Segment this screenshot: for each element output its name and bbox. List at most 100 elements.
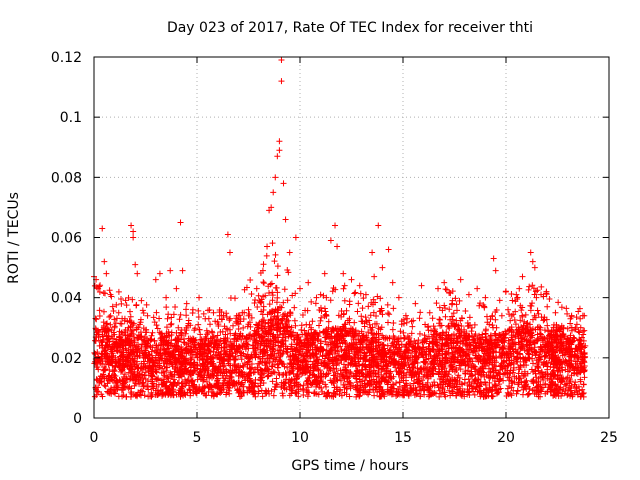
roti-point bbox=[107, 321, 114, 328]
roti-point bbox=[367, 312, 374, 319]
roti-point bbox=[107, 312, 114, 319]
roti-point bbox=[331, 368, 338, 375]
roti-point bbox=[99, 331, 106, 338]
roti-point bbox=[153, 309, 160, 316]
roti-point bbox=[436, 304, 443, 311]
roti-point bbox=[240, 363, 247, 370]
roti-point bbox=[264, 373, 271, 380]
roti-point bbox=[262, 387, 269, 394]
roti-point bbox=[476, 302, 483, 309]
roti-point bbox=[274, 263, 281, 270]
roti-point bbox=[266, 301, 273, 308]
roti-point bbox=[573, 314, 580, 321]
roti-point bbox=[389, 326, 396, 333]
roti-point bbox=[131, 382, 138, 389]
roti-point bbox=[156, 315, 163, 322]
roti-point bbox=[356, 393, 363, 400]
roti-point bbox=[416, 315, 423, 322]
roti-point bbox=[247, 276, 254, 283]
roti-point bbox=[442, 393, 449, 400]
roti-point bbox=[449, 313, 456, 320]
roti-point bbox=[486, 321, 493, 328]
roti-point bbox=[373, 313, 380, 320]
roti-point bbox=[514, 294, 521, 301]
roti-point bbox=[528, 366, 535, 373]
roti-point bbox=[365, 303, 372, 310]
roti-point bbox=[137, 316, 144, 323]
roti-point bbox=[295, 393, 302, 400]
roti-point bbox=[327, 366, 334, 373]
roti-point bbox=[129, 296, 136, 303]
roti-point bbox=[248, 314, 255, 321]
roti-point bbox=[274, 289, 281, 296]
roti-point bbox=[541, 327, 548, 334]
roti-point bbox=[487, 316, 494, 323]
roti-point bbox=[247, 378, 254, 385]
roti-point bbox=[149, 329, 156, 336]
roti-point bbox=[262, 292, 269, 299]
roti-point bbox=[577, 324, 584, 331]
roti-point bbox=[386, 311, 393, 318]
roti-point bbox=[496, 297, 503, 304]
roti-point bbox=[369, 324, 376, 331]
roti-point bbox=[140, 310, 147, 317]
roti-point bbox=[172, 304, 179, 311]
roti-point bbox=[93, 284, 100, 291]
roti-point bbox=[563, 305, 570, 312]
roti-point bbox=[212, 318, 219, 325]
roti-point bbox=[435, 384, 442, 391]
roti-point bbox=[384, 310, 391, 317]
roti-point bbox=[115, 288, 122, 295]
roti-point bbox=[354, 308, 361, 315]
roti-point bbox=[273, 381, 280, 388]
roti-point bbox=[450, 310, 457, 317]
roti-point bbox=[270, 392, 277, 399]
roti-point bbox=[116, 333, 123, 340]
roti-point bbox=[100, 308, 107, 315]
roti-point bbox=[535, 310, 542, 317]
roti-point bbox=[309, 318, 316, 325]
roti-point bbox=[509, 297, 516, 304]
roti-point bbox=[531, 291, 538, 298]
roti-point bbox=[113, 315, 120, 322]
roti-point bbox=[269, 378, 276, 385]
roti-point bbox=[305, 384, 312, 391]
roti-point bbox=[536, 323, 543, 330]
roti-point bbox=[544, 322, 551, 329]
roti-point bbox=[269, 289, 276, 296]
roti-point bbox=[327, 297, 334, 304]
roti-point bbox=[408, 330, 415, 337]
roti-point bbox=[238, 356, 245, 363]
roti-point bbox=[458, 314, 465, 321]
roti-point bbox=[170, 376, 177, 383]
roti-point bbox=[449, 316, 456, 323]
roti-point bbox=[143, 301, 150, 308]
roti-point bbox=[170, 311, 177, 318]
roti-point bbox=[460, 337, 467, 344]
roti-point bbox=[260, 261, 267, 268]
roti-point bbox=[113, 301, 120, 308]
roti-point bbox=[526, 283, 533, 290]
roti-point bbox=[266, 289, 273, 296]
roti-point bbox=[319, 388, 326, 395]
roti-point bbox=[260, 279, 267, 286]
roti-point bbox=[343, 307, 350, 314]
roti-point bbox=[95, 353, 102, 360]
roti-point bbox=[360, 295, 367, 302]
roti-point bbox=[183, 306, 190, 313]
roti-point bbox=[356, 330, 363, 337]
roti-point bbox=[458, 323, 465, 330]
roti-point bbox=[436, 387, 443, 394]
roti-point bbox=[446, 306, 453, 313]
roti-point bbox=[441, 351, 448, 358]
roti-point bbox=[332, 350, 339, 357]
roti-point bbox=[106, 287, 113, 294]
roti-point bbox=[371, 392, 378, 399]
roti-point bbox=[284, 364, 291, 371]
roti-point bbox=[291, 317, 298, 324]
roti-point bbox=[416, 345, 423, 352]
roti-point bbox=[274, 294, 281, 301]
roti-point bbox=[548, 327, 555, 334]
